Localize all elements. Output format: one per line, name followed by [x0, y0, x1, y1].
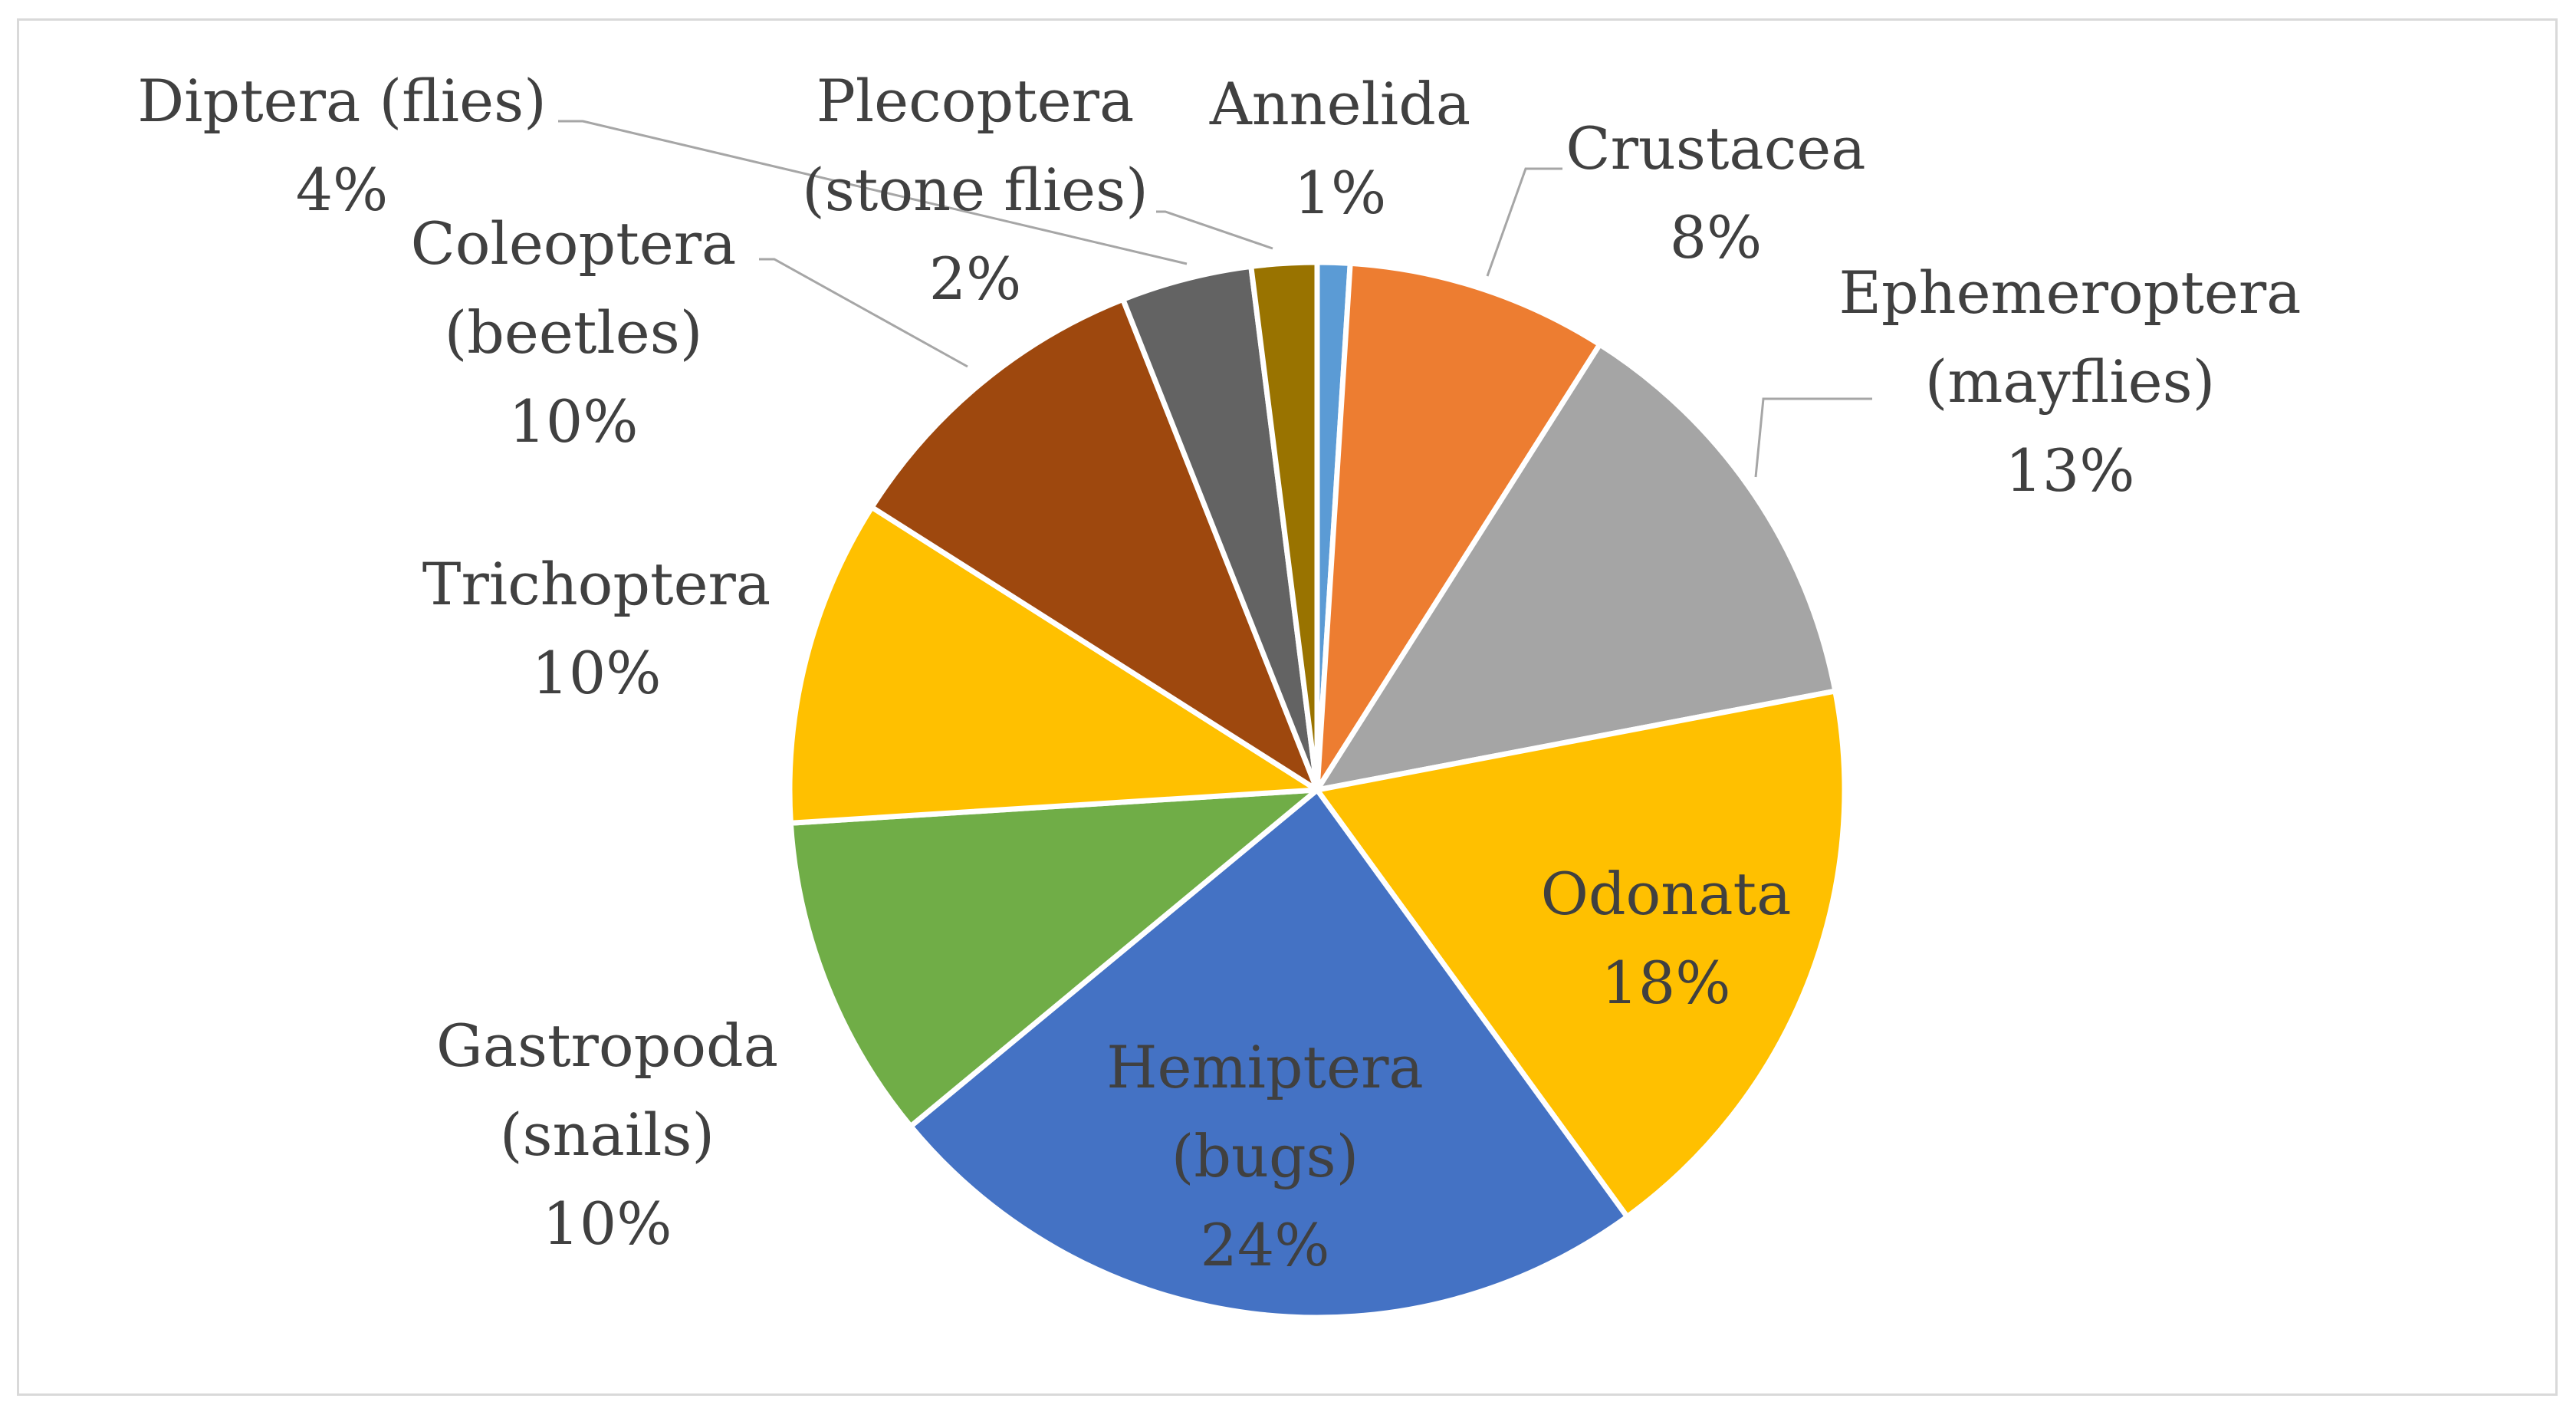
- data-label-line: 10%: [532, 639, 662, 707]
- data-label-line: Plecoptera: [816, 67, 1135, 135]
- data-label-annelida: Annelida 1%: [1209, 70, 1470, 227]
- pie-slice-trichoptera: [787, 504, 1320, 826]
- data-label-line: 8%: [1670, 203, 1763, 271]
- pie-slice-crustacea: [1314, 260, 1603, 793]
- data-label-line: 4%: [296, 156, 389, 224]
- data-label-line: 13%: [2006, 436, 2135, 505]
- data-label-line: Hemiptera: [1106, 1033, 1423, 1101]
- data-label-line: Gastropoda: [436, 1012, 778, 1080]
- data-label-diptera-flies: Diptera (flies) 4%: [137, 67, 546, 224]
- data-label-line: Annelida: [1209, 70, 1470, 138]
- leader-lines: [558, 120, 1872, 478]
- data-label-crustacea: Crustacea 8%: [1566, 114, 1865, 271]
- data-label-line: (bugs): [1171, 1122, 1359, 1190]
- data-label-line: Crustacea: [1566, 114, 1865, 183]
- pie-slices: [787, 259, 1848, 1321]
- data-label-line: 10%: [509, 387, 639, 456]
- data-label-line: 24%: [1201, 1211, 1330, 1279]
- data-label-ephemeroptera-mayflies: Ephemeroptera (mayflies) 13%: [1839, 258, 2302, 505]
- pie-slice-hemiptera-bugs: [908, 787, 1630, 1321]
- pie-slice-gastropoda-snails: [787, 787, 1320, 1130]
- pie-slice-plecoptera-stone-flies: [1248, 259, 1320, 793]
- data-label-hemiptera-bugs: Hemiptera (bugs) 24%: [1106, 1033, 1423, 1279]
- data-label-line: Ephemeroptera: [1839, 258, 2302, 327]
- pie-slice-odonata: [1314, 688, 1848, 1220]
- data-label-line: 10%: [543, 1189, 672, 1258]
- data-label-trichoptera: Trichoptera 10%: [422, 550, 770, 707]
- data-label-line: (beetles): [445, 298, 703, 367]
- data-label-odonata: Odonata 18%: [1541, 860, 1792, 1017]
- leader-line-diptera-flies: [558, 120, 1188, 265]
- data-label-line: Diptera (flies): [137, 67, 546, 135]
- leader-line-ephemeroptera-mayflies: [1754, 397, 1872, 478]
- data-label-line: 1%: [1294, 159, 1387, 227]
- data-label-plecoptera-stone-flies: Plecoptera (stone flies) 2%: [802, 67, 1148, 313]
- data-label-line: (stone flies): [802, 156, 1148, 224]
- data-label-line: 18%: [1602, 949, 1731, 1017]
- leader-line-crustacea: [1486, 167, 1562, 277]
- data-label-line: Trichoptera: [422, 550, 770, 618]
- data-label-line: (mayflies): [1925, 347, 2216, 416]
- pie-slice-coleoptera-beetles: [869, 296, 1320, 793]
- leader-line-coleoptera-beetles: [759, 258, 968, 368]
- data-labels: Annelida 1% Crustacea 8% Ephemeroptera (mayfl…: [137, 67, 2301, 1279]
- data-label-gastropoda-snails: Gastropoda (snails) 10%: [436, 1012, 778, 1258]
- pie-slice-ephemeroptera-mayflies: [1314, 341, 1838, 793]
- data-label-line: Coleoptera: [411, 209, 737, 278]
- data-label-line: Odonata: [1541, 860, 1792, 928]
- leader-line-plecoptera-stone-flies: [1156, 210, 1273, 250]
- data-label-line: 2%: [929, 245, 1022, 313]
- data-label-coleoptera-beetles: Coleoptera (beetles) 10%: [411, 209, 737, 456]
- data-label-line: (snails): [500, 1101, 715, 1169]
